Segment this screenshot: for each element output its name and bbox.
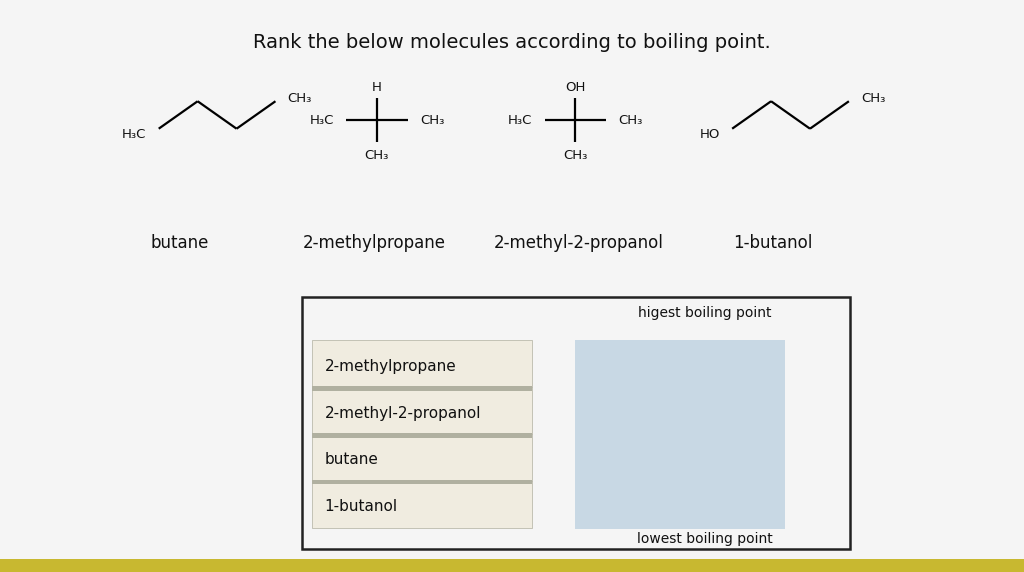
Text: butane: butane <box>325 452 379 467</box>
Text: 2-methyl-2-propanol: 2-methyl-2-propanol <box>325 406 481 420</box>
Text: butane: butane <box>150 234 209 252</box>
Text: CH₃: CH₃ <box>420 114 444 126</box>
Text: OH: OH <box>565 81 586 94</box>
Text: CH₃: CH₃ <box>288 92 312 105</box>
Text: H₃C: H₃C <box>309 114 334 126</box>
Text: 1-butanol: 1-butanol <box>733 234 813 252</box>
Text: CH₃: CH₃ <box>563 149 588 161</box>
Text: CH₃: CH₃ <box>861 92 886 105</box>
Text: 2-methylpropane: 2-methylpropane <box>325 359 457 374</box>
Bar <box>312 434 532 481</box>
Bar <box>312 433 532 438</box>
Text: H₃C: H₃C <box>508 114 532 126</box>
Text: 1-butanol: 1-butanol <box>325 499 397 514</box>
Text: Rank the below molecules according to boiling point.: Rank the below molecules according to bo… <box>253 33 771 53</box>
Text: H₃C: H₃C <box>122 128 146 141</box>
Bar <box>312 387 532 434</box>
Text: HO: HO <box>699 128 720 141</box>
Text: lowest boiling point: lowest boiling point <box>637 532 773 546</box>
Text: H: H <box>372 81 382 94</box>
Bar <box>312 340 532 387</box>
Bar <box>302 297 850 549</box>
Bar <box>312 480 532 484</box>
Text: 2-methyl-2-propanol: 2-methyl-2-propanol <box>494 234 664 252</box>
Text: 2-methylpropane: 2-methylpropane <box>302 234 445 252</box>
Bar <box>0 559 1024 572</box>
Text: CH₃: CH₃ <box>365 149 389 161</box>
Text: higest boiling point: higest boiling point <box>638 307 771 320</box>
Text: CH₃: CH₃ <box>618 114 643 126</box>
Bar <box>312 481 532 528</box>
Bar <box>575 340 785 529</box>
Bar <box>312 386 532 391</box>
